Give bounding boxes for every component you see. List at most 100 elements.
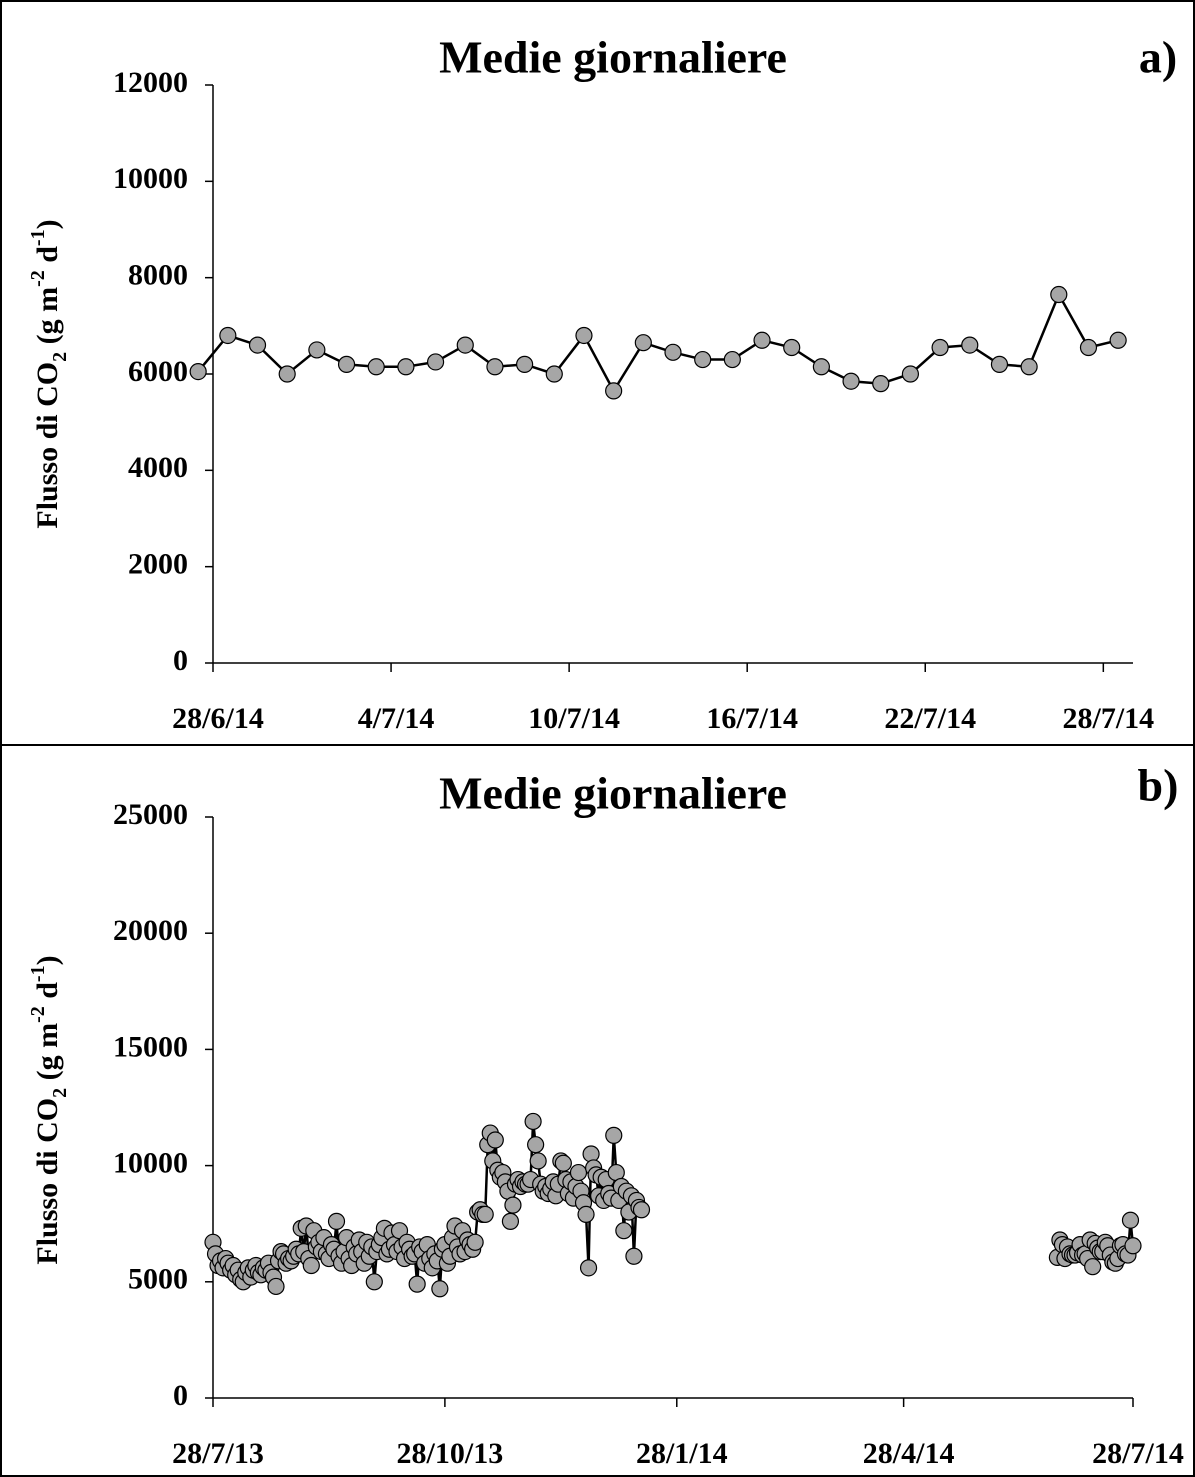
x-tick-label: 28/6/14 <box>172 702 264 735</box>
data-point <box>605 382 623 400</box>
data-point <box>615 1222 633 1240</box>
y-tick-label: 8000 <box>128 259 188 292</box>
y-axis-label-part: ) <box>31 955 64 965</box>
x-tick-label: 28/7/13 <box>172 1437 264 1470</box>
data-point <box>516 355 534 373</box>
y-axis-label: Flusso di CO2 (g m-2 d-1) <box>27 955 71 1264</box>
y-axis-label-part: Flusso di CO <box>31 1098 64 1265</box>
data-point <box>569 1163 588 1182</box>
data-point <box>753 331 771 349</box>
y-tick-label: 5000 <box>128 1263 188 1296</box>
data-point <box>267 1277 285 1296</box>
data-point <box>1079 338 1098 357</box>
data-point <box>723 350 741 369</box>
data-point <box>486 1131 504 1149</box>
data-point <box>842 372 860 390</box>
data-point <box>476 1205 494 1224</box>
data-point <box>634 334 652 352</box>
data-point <box>302 1256 320 1275</box>
data-point <box>901 365 920 383</box>
data-point <box>1121 1211 1140 1229</box>
data-point <box>812 358 830 376</box>
data-point <box>431 1280 449 1298</box>
chart-title: Medie giornaliere <box>439 768 787 819</box>
data-point <box>397 358 415 376</box>
x-tick-label: 4/7/14 <box>358 702 435 735</box>
data-point <box>278 365 296 383</box>
y-axis-label-part: 2 <box>49 352 71 362</box>
panel-label: b) <box>1138 760 1179 811</box>
data-point <box>408 1275 426 1293</box>
data-point <box>1109 331 1127 349</box>
data-point <box>504 1196 522 1214</box>
y-axis-label-part: -1 <box>27 965 49 982</box>
y-tick-label: 4000 <box>128 451 188 484</box>
y-tick-label: 6000 <box>128 355 188 388</box>
data-point <box>783 338 801 357</box>
data-point <box>545 365 563 383</box>
data-point <box>872 375 890 393</box>
x-tick-label: 28/1/14 <box>636 1437 728 1470</box>
x-tick-label: 28/7/14 <box>1062 702 1154 735</box>
data-point <box>327 1212 346 1230</box>
data-point <box>1020 358 1038 376</box>
panel-label: a) <box>1139 32 1177 83</box>
data-point <box>664 343 682 361</box>
y-tick-label: 10000 <box>113 162 188 195</box>
y-axis-label-part: -2 <box>27 270 49 287</box>
data-point <box>426 353 445 371</box>
y-axis-label-part: -1 <box>27 229 49 246</box>
y-tick-label: 25000 <box>113 798 188 831</box>
y-tick-label: 10000 <box>113 1146 188 1179</box>
y-axis-label-part: d <box>31 982 64 1007</box>
data-point <box>367 358 385 376</box>
data-point <box>1124 1237 1142 1255</box>
data-point <box>931 338 949 357</box>
data-point <box>466 1233 484 1251</box>
data-point <box>501 1212 520 1230</box>
x-tick-label: 28/4/14 <box>863 1437 955 1470</box>
y-tick-label: 2000 <box>128 548 188 581</box>
data-point <box>529 1152 547 1170</box>
data-point <box>456 336 474 354</box>
data-point <box>527 1136 545 1154</box>
x-tick-label: 28/10/13 <box>397 1437 504 1470</box>
data-point <box>337 355 356 373</box>
data-point <box>990 355 1009 373</box>
data-point <box>554 1154 572 1172</box>
y-axis-label-part: (g m <box>31 287 64 352</box>
data-point <box>605 1126 623 1144</box>
x-tick-label: 10/7/14 <box>528 702 620 735</box>
y-tick-label: 15000 <box>113 1030 188 1063</box>
data-point <box>524 1112 542 1131</box>
data-point <box>694 350 712 369</box>
y-axis-label: Flusso di CO2 (g m-2 d-1) <box>27 219 71 528</box>
data-point <box>248 336 267 354</box>
y-tick-label: 20000 <box>113 914 188 947</box>
y-axis-label-part: (g m <box>31 1023 64 1088</box>
data-point <box>219 326 237 345</box>
y-axis-label-part: 2 <box>49 1088 71 1098</box>
data-point <box>486 358 504 376</box>
y-tick-label: 0 <box>173 1379 188 1412</box>
data-point <box>577 1205 595 1224</box>
x-tick-label: 28/7/14 <box>1092 1437 1184 1470</box>
chart-title: Medie giornaliere <box>439 32 787 83</box>
y-axis-label-part: -2 <box>27 1006 49 1023</box>
y-axis-label-part: Flusso di CO <box>31 362 64 529</box>
y-axis-label-part: d <box>31 246 64 271</box>
data-point <box>189 362 207 381</box>
data-point <box>632 1201 651 1219</box>
data-point <box>1050 285 1068 304</box>
data-line <box>197 291 1119 394</box>
y-tick-label: 12000 <box>113 66 188 99</box>
x-tick-label: 22/7/14 <box>884 702 976 735</box>
data-point <box>961 336 979 354</box>
data-point <box>625 1247 643 1265</box>
y-axis-label-part: ) <box>31 219 64 229</box>
data-point <box>1084 1258 1102 1276</box>
data-point <box>308 341 326 359</box>
y-tick-label: 0 <box>173 644 188 677</box>
